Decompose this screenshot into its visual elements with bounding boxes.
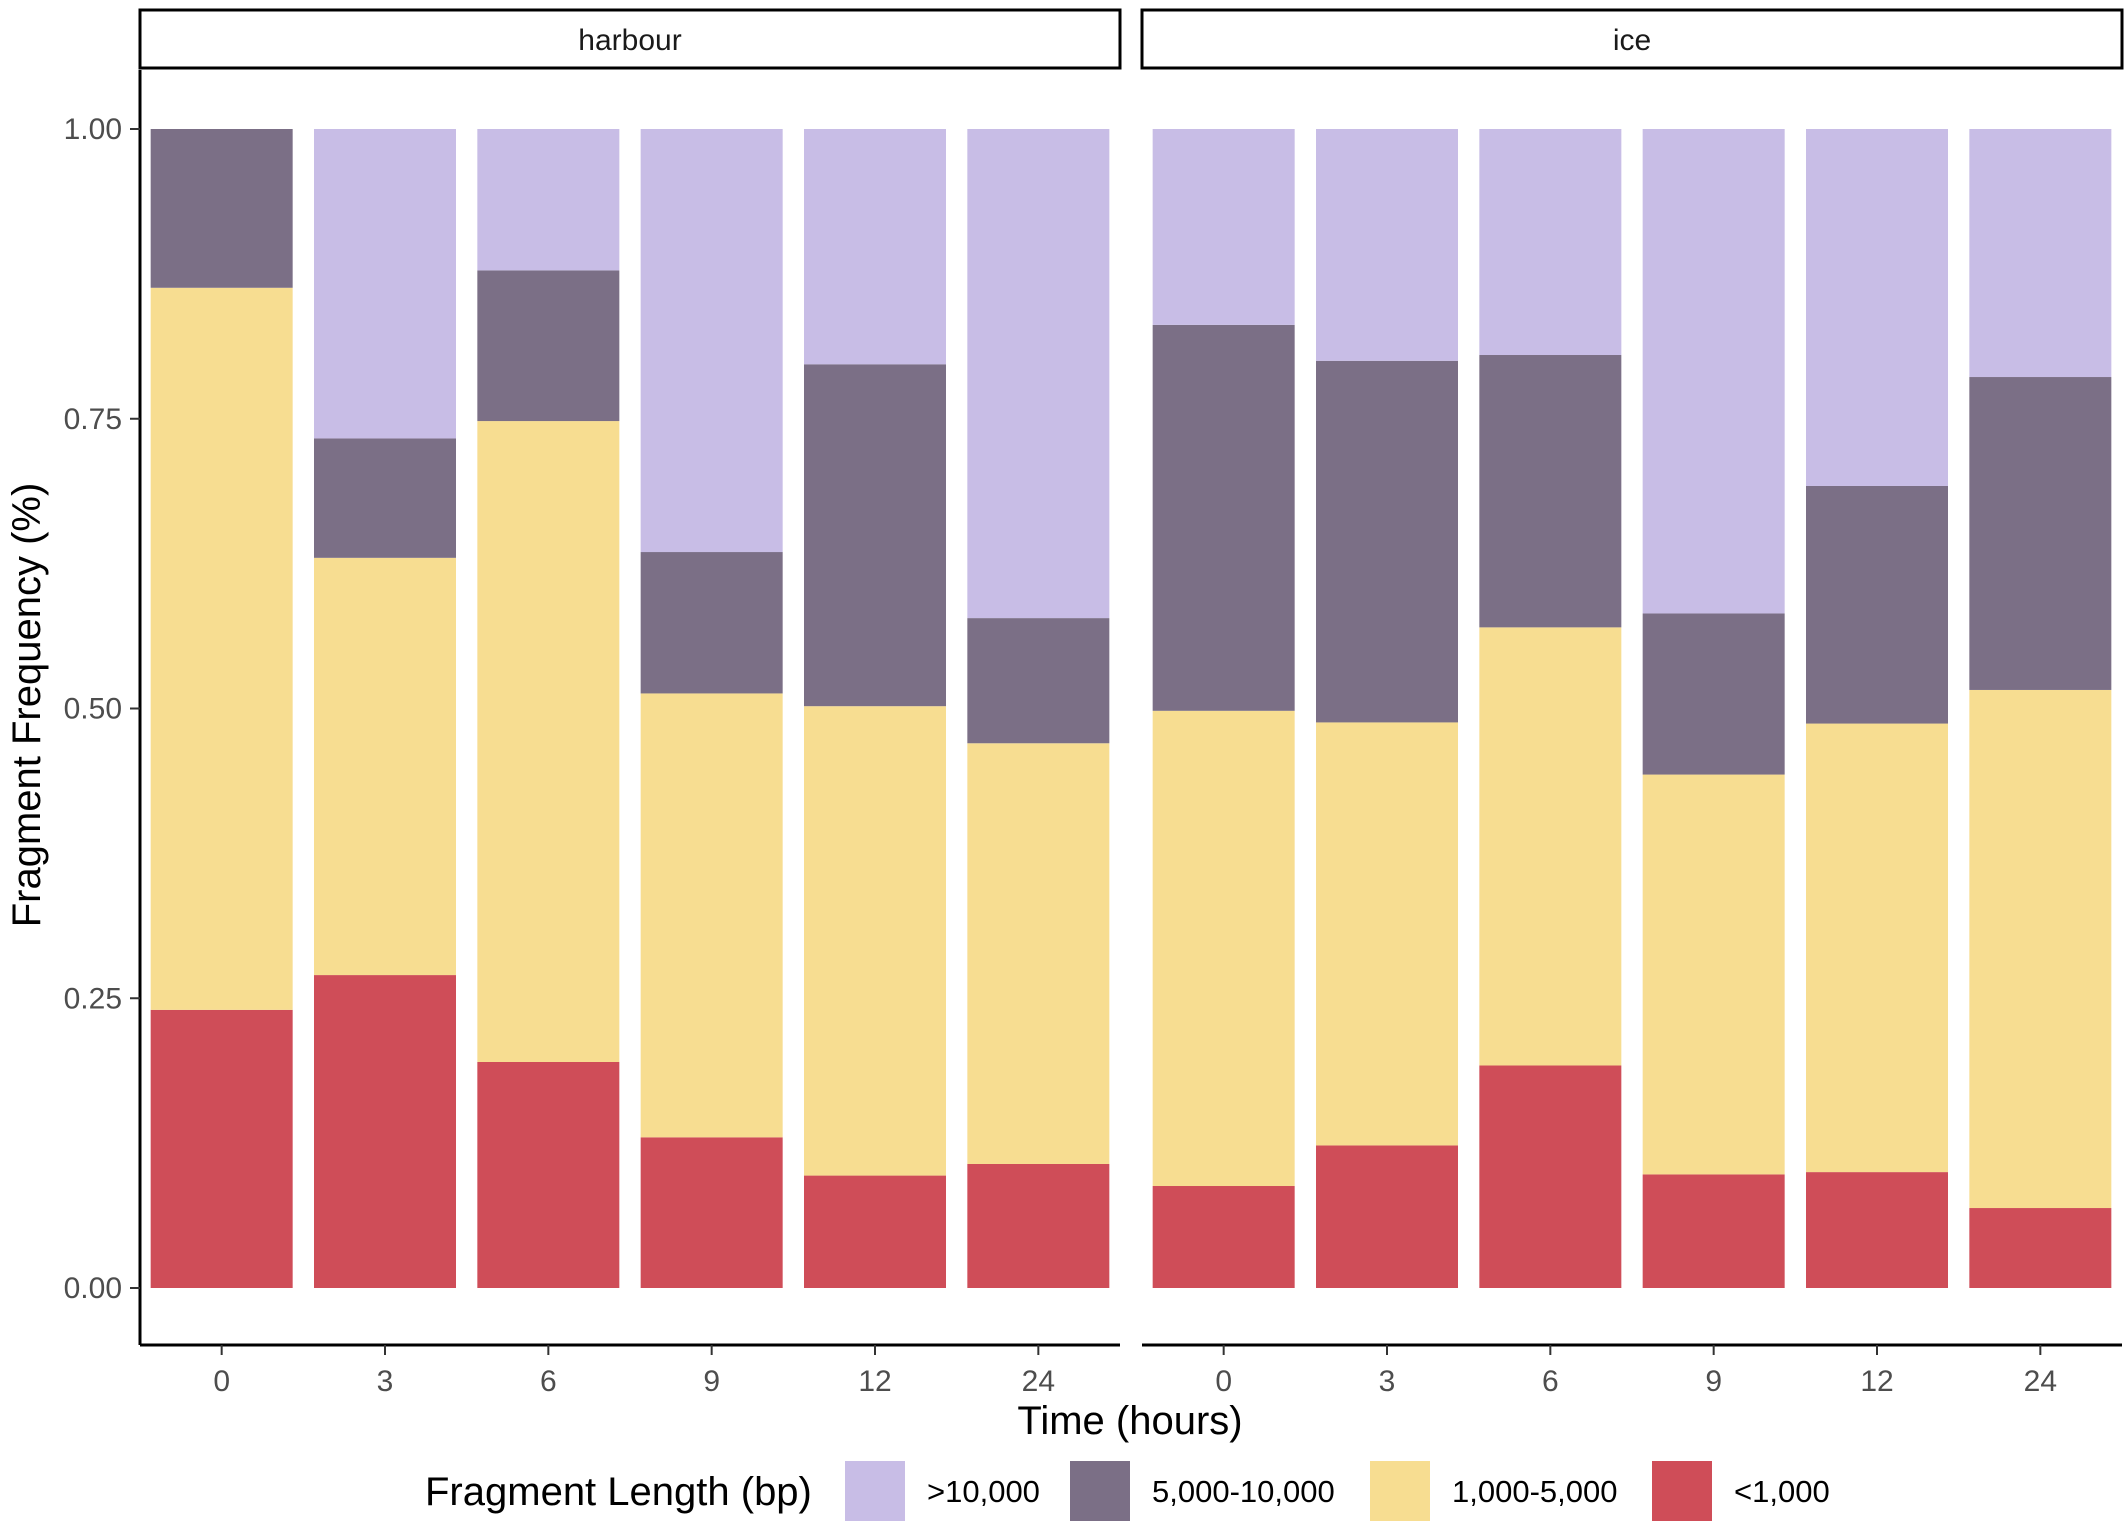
x-tick-label: 3 xyxy=(377,1365,394,1398)
legend-label: 5,000-10,000 xyxy=(1152,1474,1335,1509)
y-tick-label: 0.25 xyxy=(64,982,122,1015)
bar-segment xyxy=(477,270,620,422)
bar-segment xyxy=(640,129,783,553)
x-tick-label: 12 xyxy=(858,1365,891,1398)
x-tick-label: 9 xyxy=(1705,1365,1722,1398)
bar-segment xyxy=(804,364,946,707)
legend-key xyxy=(1370,1461,1430,1521)
bar-segment xyxy=(1316,360,1458,723)
x-tick-label: 6 xyxy=(1542,1365,1559,1398)
bar-segment xyxy=(967,129,1110,619)
strip-label: ice xyxy=(1613,24,1651,57)
bar-segment xyxy=(1642,129,1785,614)
x-tick-label: 24 xyxy=(2024,1365,2057,1398)
strip-box xyxy=(138,8,1122,70)
bar-segment xyxy=(1642,613,1785,775)
bar-segment xyxy=(1969,377,2112,690)
bar-segment xyxy=(640,552,783,694)
bar-segment xyxy=(1152,324,1295,711)
bar-segment xyxy=(1479,1065,1622,1288)
legend: Fragment Length (bp) >10,000 5,000-10,000… xyxy=(425,1461,1830,1521)
bar-segment xyxy=(314,438,456,558)
strip-box xyxy=(1140,8,2124,70)
y-tick-label: 0.75 xyxy=(64,403,122,436)
bar-segment xyxy=(1642,774,1785,1175)
x-tick-label: 6 xyxy=(540,1365,557,1398)
bar-segment xyxy=(1806,723,1948,1173)
bar-segment xyxy=(804,129,946,365)
x-axis-title: Time (hours) xyxy=(1017,1399,1242,1443)
panel-harbour: harbour 0 3 6 9 12 24 xyxy=(138,8,1122,1398)
x-tick-label: 12 xyxy=(1860,1365,1893,1398)
legend-key xyxy=(1070,1461,1130,1521)
legend-title: Fragment Length (bp) xyxy=(425,1470,812,1514)
y-axis-title: Fragment Frequency (%) xyxy=(5,483,49,928)
bar-segment xyxy=(1479,129,1622,356)
bar-segment xyxy=(640,693,783,1138)
x-tick-label: 9 xyxy=(703,1365,720,1398)
bar-segment xyxy=(1642,1174,1785,1288)
bar-segment xyxy=(477,421,620,1062)
bar-segment xyxy=(150,287,293,1010)
bar-segment xyxy=(150,129,293,288)
bar-segment xyxy=(314,975,456,1288)
bar-segment xyxy=(1806,485,1948,724)
bar-segment xyxy=(1479,355,1622,628)
bar-segment xyxy=(314,557,456,976)
bar-segment xyxy=(1969,1208,2112,1288)
bar-segment xyxy=(150,1009,293,1288)
y-tick-label: 0.50 xyxy=(64,693,122,726)
bar-segment xyxy=(1152,710,1295,1187)
bar-segment xyxy=(1316,722,1458,1146)
bar-segment xyxy=(314,129,456,439)
bar-segment xyxy=(967,618,1110,744)
bar-segment xyxy=(1479,627,1622,1066)
bar-segment xyxy=(1969,129,2112,378)
x-tick-label: 24 xyxy=(1022,1365,1055,1398)
x-tick-label: 0 xyxy=(213,1365,230,1398)
y-tick-label: 0.00 xyxy=(64,1272,122,1305)
bar-segment xyxy=(804,1175,946,1288)
bar-segment xyxy=(1152,1186,1295,1288)
bar-segment xyxy=(1316,1145,1458,1288)
bar-segment xyxy=(1316,129,1458,361)
legend-label: >10,000 xyxy=(927,1474,1040,1509)
legend-key xyxy=(1652,1461,1712,1521)
legend-key xyxy=(845,1461,905,1521)
axis-layer: 0.00 0.25 0.50 0.75 1.00 xyxy=(64,70,142,1345)
bar-segment xyxy=(967,1163,1110,1288)
x-tick-label: 3 xyxy=(1379,1365,1396,1398)
bar-segment xyxy=(967,743,1110,1164)
y-tick-label: 1.00 xyxy=(64,113,122,146)
bar-segment xyxy=(1806,129,1948,486)
panels-layer: harbour 0 3 6 9 12 24 ice 0 3 6 9 12 24 xyxy=(138,8,2124,1398)
bar-segment xyxy=(804,706,946,1176)
panel-ice: ice 0 3 6 9 12 24 xyxy=(1140,8,2124,1398)
legend-label: 1,000-5,000 xyxy=(1452,1474,1617,1509)
bar-segment xyxy=(1806,1172,1948,1288)
bar-segment xyxy=(477,129,620,271)
bar-segment xyxy=(1969,689,2112,1209)
legend-label: <1,000 xyxy=(1734,1474,1830,1509)
bar-segment xyxy=(640,1137,783,1288)
bar-segment xyxy=(477,1061,620,1288)
strip-label: harbour xyxy=(578,24,681,57)
bar-segment xyxy=(1152,129,1295,325)
x-tick-label: 0 xyxy=(1215,1365,1232,1398)
